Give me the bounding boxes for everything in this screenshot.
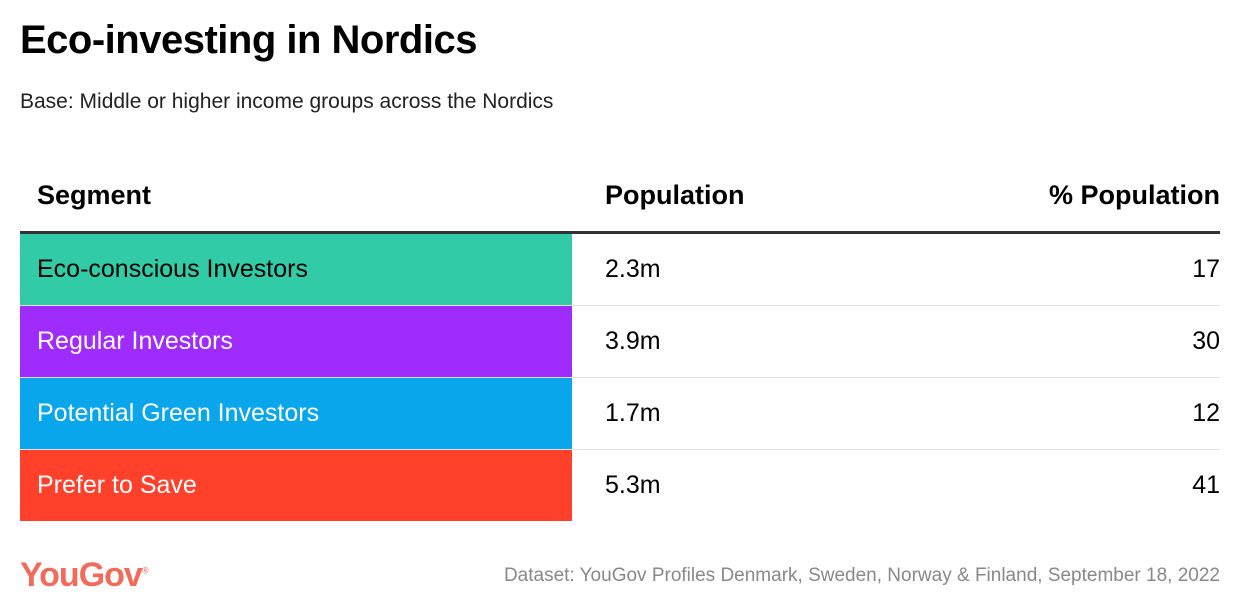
- population-cell: 5.3m: [605, 471, 661, 499]
- table-row: Eco-conscious Investors 2.3m 17: [20, 234, 1220, 306]
- segment-cell: Regular Investors: [20, 306, 572, 377]
- chart-title: Eco-investing in Nordics: [20, 18, 477, 62]
- segment-cell: Potential Green Investors: [20, 378, 572, 449]
- logo-text: YouGov: [20, 556, 143, 594]
- segment-cell: Eco-conscious Investors: [20, 234, 572, 305]
- column-header-population: Population: [605, 180, 745, 210]
- segment-cell: Prefer to Save: [20, 450, 572, 521]
- table-row: Regular Investors 3.9m 30: [20, 306, 1220, 378]
- table-header: Segment Population % Population: [20, 172, 1220, 234]
- chart-subtitle: Base: Middle or higher income groups acr…: [20, 90, 554, 113]
- column-header-segment: Segment: [37, 180, 152, 210]
- population-cell: 3.9m: [605, 327, 661, 355]
- table-row: Potential Green Investors 1.7m 12: [20, 378, 1220, 450]
- source-note: Dataset: YouGov Profiles Denmark, Sweden…: [503, 565, 1220, 586]
- segment-table: Segment Population % Population Eco-cons…: [20, 172, 1220, 521]
- pct-population-cell: 12: [1192, 399, 1220, 427]
- pct-population-cell: 30: [1192, 327, 1220, 355]
- column-header-pct-population: % Population: [1049, 180, 1220, 210]
- pct-population-cell: 17: [1192, 255, 1220, 283]
- population-cell: 2.3m: [605, 255, 661, 283]
- table-row: Prefer to Save 5.3m 41: [20, 450, 1220, 521]
- population-cell: 1.7m: [605, 399, 661, 427]
- pct-population-cell: 41: [1192, 471, 1220, 499]
- yougov-logo: YouGov®: [20, 556, 148, 594]
